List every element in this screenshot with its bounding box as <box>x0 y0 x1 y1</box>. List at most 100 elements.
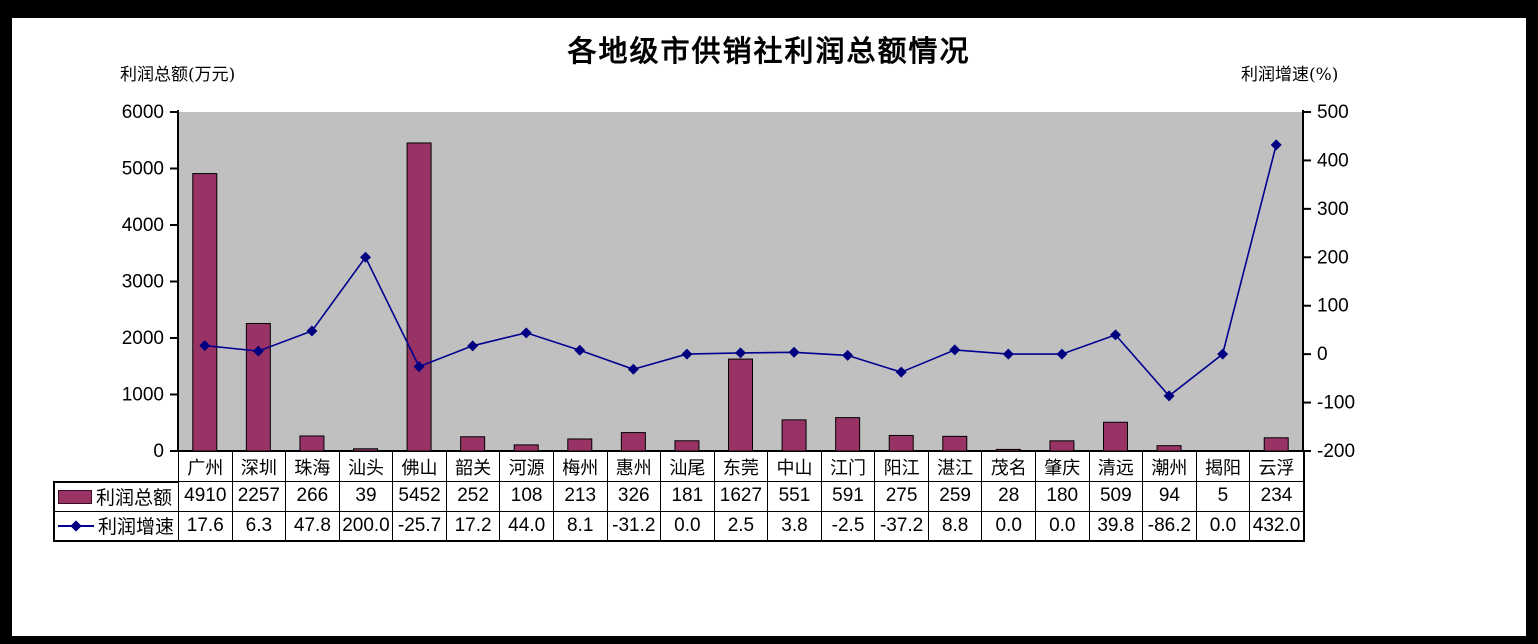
table-value-cell: 17.2 <box>445 510 501 542</box>
table-value-cell: 44.0 <box>499 510 554 542</box>
data-table: 广州 深圳 珠海 汕头 佛山 韶关 河源 梅州 惠州 汕尾 东莞 中山 江门 阳江 湛江 茂名 肇庆 清远 潮州 揭阳… <box>53 451 1305 542</box>
table-city-header: 江门 <box>820 451 876 482</box>
table-value-cell: 2257 <box>231 481 287 512</box>
table-value-cell: 3.8 <box>767 510 822 542</box>
right-axis-tick-label: 100 <box>1317 296 1349 317</box>
table-value-cell: 6.3 <box>231 510 287 542</box>
line-marker-中山 <box>788 346 800 358</box>
line-marker-揭阳 <box>1217 348 1229 360</box>
line-marker-珠海 <box>306 325 318 337</box>
line-marker-云浮 <box>1270 139 1282 151</box>
frame-border-top <box>0 0 1538 18</box>
table-value-cell: 432.0 <box>1249 510 1305 542</box>
bar-肇庆 <box>1049 440 1075 452</box>
line-marker-河源 <box>520 327 532 339</box>
table-value-cell: -25.7 <box>392 510 447 542</box>
line-marker-肇庆 <box>1056 348 1068 360</box>
line-marker-汕头 <box>360 251 371 263</box>
table-city-header: 东莞 <box>713 451 769 482</box>
legend-label: 利润增速 <box>98 517 175 538</box>
table-value-cell: 551 <box>767 481 822 512</box>
right-axis-tick-label: 0 <box>1317 344 1328 365</box>
legend-item-profit-growth: 利润增速 <box>53 510 179 542</box>
table-value-cell: 4910 <box>178 481 233 512</box>
table-value-cell: 509 <box>1088 481 1144 512</box>
chart-title: 各地级市供销社利润总额情况 <box>567 34 971 68</box>
table-city-header: 肇庆 <box>1035 451 1090 482</box>
table-value-cell: 180 <box>1035 481 1090 512</box>
bar-珠海 <box>299 435 325 452</box>
table-value-cell: 2.5 <box>713 510 769 542</box>
bar-韶关 <box>460 436 486 452</box>
table-city-header: 中山 <box>767 451 822 482</box>
table-city-header: 惠州 <box>606 451 662 482</box>
left-axis-tick-label: 3000 <box>122 272 164 293</box>
left-axis-tick-label: 1000 <box>122 385 164 406</box>
table-value-cell: 213 <box>552 481 608 512</box>
table-value-cell: 5452 <box>392 481 447 512</box>
table-value-cell: 5 <box>1195 481 1251 512</box>
table-city-header: 河源 <box>499 451 554 482</box>
table-city-header: 汕头 <box>338 451 394 482</box>
table-city-header: 茂名 <box>981 451 1036 482</box>
table-city-header: 梅州 <box>552 451 608 482</box>
table-value-cell: 275 <box>874 481 929 512</box>
table-city-header: 汕尾 <box>660 451 715 482</box>
left-axis-title: 利润总额(万元) <box>120 65 236 85</box>
bar-梅州 <box>567 438 593 452</box>
table-value-cell: 28 <box>981 481 1036 512</box>
bar-佛山 <box>406 142 432 452</box>
legend-line-marker-icon <box>58 519 94 532</box>
left-axis-tick-label: 5000 <box>122 159 164 180</box>
table-value-cell: 39.8 <box>1088 510 1144 542</box>
table-value-cell: 234 <box>1249 481 1305 512</box>
bar-东莞 <box>728 358 753 452</box>
table-value-cell: -31.2 <box>606 510 662 542</box>
table-city-header: 珠海 <box>285 451 340 482</box>
table-city-header: 佛山 <box>392 451 447 482</box>
table-value-cell: 47.8 <box>285 510 340 542</box>
table-city-header: 韶关 <box>445 451 501 482</box>
bar-潮州 <box>1156 445 1182 452</box>
right-axis-tick-label: -100 <box>1317 393 1355 414</box>
table-value-cell: 94 <box>1142 481 1197 512</box>
table-value-cell: 181 <box>660 481 715 512</box>
bar-阳江 <box>888 434 914 452</box>
frame-border-bottom <box>0 636 1538 644</box>
table-value-cell: 326 <box>606 481 662 512</box>
line-marker-韶关 <box>467 340 479 352</box>
table-city-header: 云浮 <box>1249 451 1305 482</box>
line-marker-东莞 <box>735 347 746 359</box>
table-value-cell: 252 <box>445 481 501 512</box>
line-marker-茂名 <box>1002 348 1014 360</box>
table-value-cell: 0.0 <box>981 510 1036 542</box>
line-marker-惠州 <box>627 363 639 375</box>
right-axis-tick-label: 300 <box>1317 199 1349 220</box>
table-value-cell: 108 <box>499 481 554 512</box>
table-value-cell: 591 <box>820 481 876 512</box>
bar-江门 <box>835 417 861 452</box>
bar-云浮 <box>1263 437 1289 452</box>
right-axis-tick-label: -200 <box>1317 441 1355 462</box>
line-marker-湛江 <box>949 344 961 356</box>
table-value-cell: -2.5 <box>820 510 876 542</box>
legend-item-profit-total: 利润总额 <box>53 480 179 512</box>
legend-bar-swatch-icon <box>58 489 92 504</box>
table-value-cell: 259 <box>927 481 983 512</box>
left-axis-tick-label: 0 <box>153 441 164 462</box>
table-value-cell: 39 <box>338 481 394 512</box>
left-axis-tick-label: 6000 <box>122 102 164 123</box>
frame-border-left <box>0 0 12 644</box>
bar-茂名 <box>995 448 1021 452</box>
left-axis-tick-label: 2000 <box>122 328 164 349</box>
right-axis-tick-label: 400 <box>1317 150 1349 171</box>
table-value-cell: 1627 <box>713 481 769 512</box>
right-axis-tick-label: 200 <box>1317 247 1349 268</box>
bar-深圳 <box>245 322 271 452</box>
line-marker-江门 <box>842 349 854 361</box>
table-value-cell: 0.0 <box>660 510 715 542</box>
table-city-header: 深圳 <box>231 451 287 482</box>
line-marker-梅州 <box>574 344 586 356</box>
